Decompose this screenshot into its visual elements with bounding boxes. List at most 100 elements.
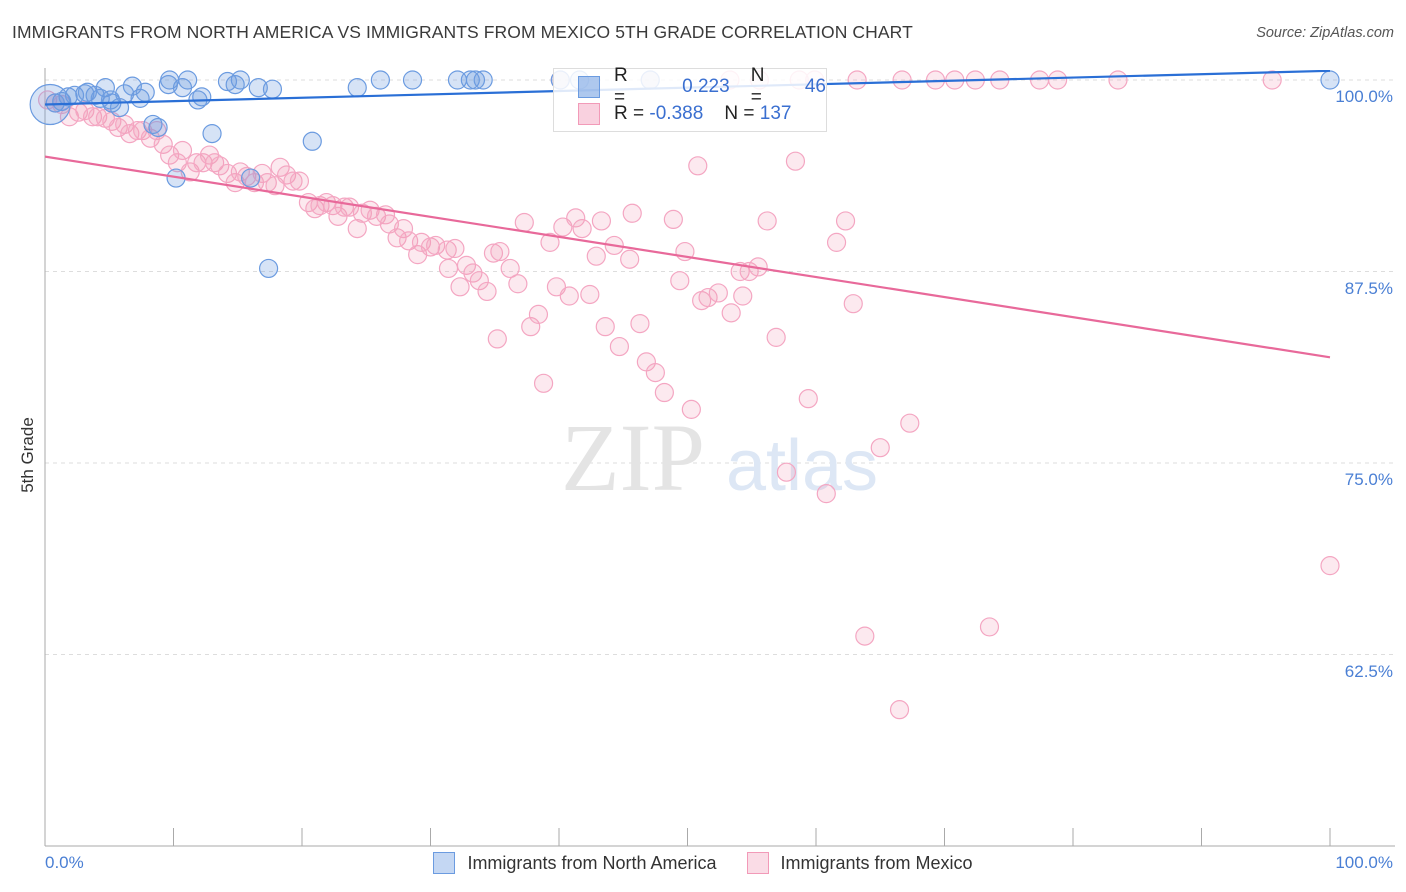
point-mexico xyxy=(776,462,797,482)
point-mexico xyxy=(688,156,708,176)
point-mexico xyxy=(521,317,541,337)
point-mexico xyxy=(1047,70,1068,90)
point-mexico xyxy=(559,286,579,306)
point-mexico xyxy=(698,287,718,308)
point-mexico xyxy=(352,203,372,223)
point-mexico xyxy=(572,219,592,239)
point-mexico xyxy=(500,258,520,279)
point-north-america xyxy=(135,82,155,102)
point-mexico xyxy=(757,211,777,231)
r-label: R = xyxy=(613,65,628,108)
point-north-america xyxy=(473,70,493,90)
point-mexico xyxy=(609,336,629,357)
point-north-america xyxy=(258,258,279,279)
n-label: N = xyxy=(750,65,765,108)
point-north-america xyxy=(143,114,163,135)
point-mexico xyxy=(654,382,674,403)
point-mexico xyxy=(708,283,728,303)
point-mexico xyxy=(855,626,875,646)
point-mexico xyxy=(979,617,1000,637)
legend-label: Immigrants from North America xyxy=(467,852,717,873)
r-value: -0.388 xyxy=(649,103,704,124)
point-mexico xyxy=(620,249,640,269)
point-mexico xyxy=(283,171,303,191)
point-mexico xyxy=(160,145,180,165)
point-mexico xyxy=(88,107,108,127)
point-mexico xyxy=(847,70,867,90)
point-mexico xyxy=(586,246,606,266)
point-north-america xyxy=(148,117,168,138)
point-mexico xyxy=(438,258,459,279)
point-mexico xyxy=(721,303,741,323)
legend-label: Immigrants from Mexico xyxy=(780,852,973,873)
point-mexico xyxy=(426,235,446,256)
point-mexico xyxy=(900,413,920,433)
point-north-america xyxy=(262,79,283,99)
point-mexico xyxy=(622,203,642,223)
point-north-america xyxy=(85,85,105,105)
point-north-america xyxy=(230,70,250,90)
point-north-america xyxy=(248,78,268,98)
point-mexico xyxy=(681,399,701,419)
point-mexico xyxy=(785,151,806,171)
point-mexico xyxy=(205,153,225,173)
stats-row-mexico: R = -0.388 N = 137 xyxy=(578,101,791,127)
watermark-zip: ZIP xyxy=(561,404,705,511)
stats-legend: R = 0.223 N = 46 R = -0.388 N = 137 xyxy=(553,65,827,132)
point-mexico xyxy=(508,274,528,294)
blue-swatch xyxy=(433,852,456,874)
n-value: 46 xyxy=(804,76,826,97)
point-mexico xyxy=(193,153,213,173)
point-mexico xyxy=(210,156,230,176)
x-tick-label-min: 0.0% xyxy=(45,853,84,872)
point-north-america xyxy=(402,70,423,90)
r-label: R = xyxy=(614,103,645,124)
point-north-america xyxy=(178,70,198,90)
point-mexico xyxy=(1262,70,1282,90)
legend-item-north-america: Immigrants from North America xyxy=(433,852,717,874)
point-north-america xyxy=(465,70,486,90)
x-tick-label-max: 100.0% xyxy=(1335,853,1393,872)
y-axis-label: 5th Grade xyxy=(18,417,37,493)
point-mexico xyxy=(450,277,470,297)
n-value: 137 xyxy=(759,103,792,124)
point-mexico xyxy=(483,243,504,263)
point-mexico xyxy=(889,700,910,720)
point-mexico xyxy=(289,171,310,191)
r-value: 0.223 xyxy=(682,76,730,97)
point-mexico xyxy=(347,219,367,239)
point-mexico xyxy=(826,232,847,252)
n-label: N = xyxy=(724,103,755,124)
stats-row-north-america: R = 0.223 N = 46 xyxy=(578,65,826,108)
point-mexico xyxy=(477,281,497,302)
point-mexico xyxy=(595,317,615,337)
trendline-mexico xyxy=(45,155,1331,359)
point-mexico xyxy=(393,219,414,239)
point-mexico xyxy=(1108,70,1128,90)
point-mexico xyxy=(514,212,534,233)
source-label: Source: ZipAtlas.com xyxy=(1256,25,1394,41)
pink-swatch xyxy=(746,852,769,874)
point-mexico xyxy=(591,211,612,231)
pink-swatch xyxy=(578,103,600,125)
watermark-atlas: atlas xyxy=(726,426,878,506)
chart-title: IMMIGRANTS FROM NORTH AMERICA VS IMMIGRA… xyxy=(12,22,913,42)
point-mexico xyxy=(566,208,586,228)
point-mexico xyxy=(766,327,786,347)
point-mexico xyxy=(490,241,510,262)
point-mexico xyxy=(630,313,650,334)
point-mexico xyxy=(528,304,549,324)
point-mexico xyxy=(663,209,683,230)
y-tick-label: 62.5% xyxy=(1344,661,1393,681)
point-mexico xyxy=(133,120,153,141)
y-tick-label: 100.0% xyxy=(1335,87,1393,106)
point-north-america xyxy=(370,70,390,90)
point-mexico xyxy=(172,140,193,161)
point-mexico xyxy=(892,70,912,90)
point-mexico xyxy=(456,255,477,275)
point-mexico xyxy=(445,238,465,259)
point-mexico xyxy=(1320,556,1340,576)
point-mexico xyxy=(733,286,753,306)
point-mexico xyxy=(252,163,272,184)
